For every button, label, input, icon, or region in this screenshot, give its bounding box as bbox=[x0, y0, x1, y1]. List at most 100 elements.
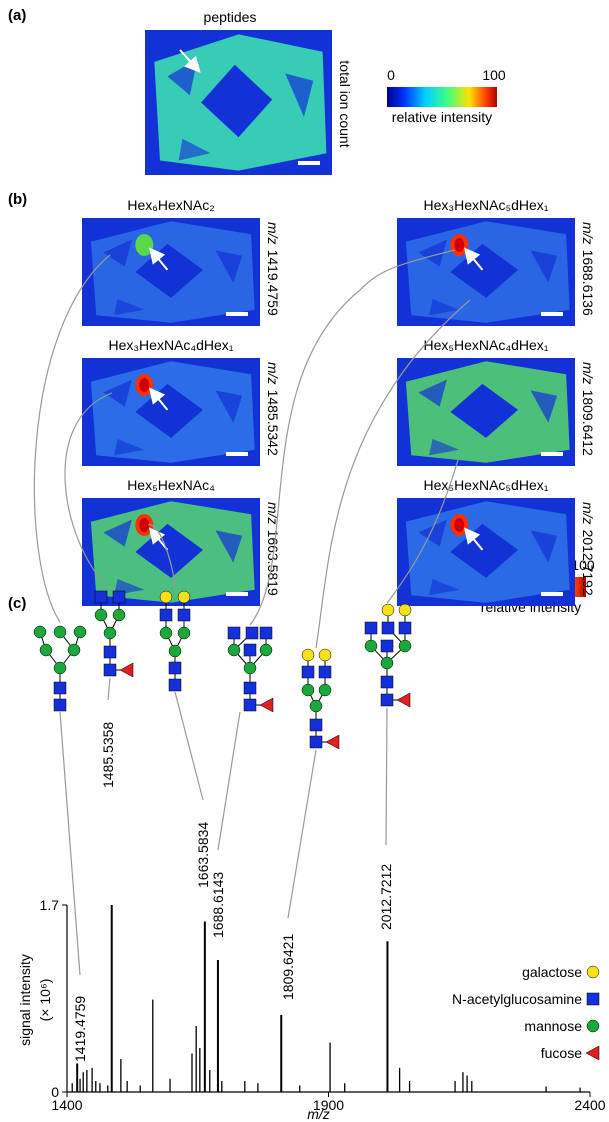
y-axis-label: (× 10⁶) bbox=[37, 979, 53, 1022]
glycan-residue bbox=[160, 627, 172, 639]
glycan-residue bbox=[381, 694, 393, 706]
mz-value: 2012.7192 bbox=[580, 530, 596, 596]
panel-label: (c) bbox=[8, 595, 26, 612]
glycan-residue bbox=[260, 644, 272, 656]
leader-line bbox=[175, 692, 203, 800]
glycan-residue bbox=[326, 735, 339, 749]
legend-symbol bbox=[587, 993, 599, 1005]
colorbar-tick-label: 100 bbox=[482, 67, 506, 83]
image-title: Hex₅HexNAc₄dHex₁ bbox=[423, 337, 548, 353]
glycan-residue bbox=[54, 682, 66, 694]
colorbar bbox=[387, 87, 497, 107]
peak-label: 1809.6421 bbox=[280, 934, 296, 1000]
panel-label: (a) bbox=[8, 7, 26, 24]
hotspot-core bbox=[454, 518, 464, 532]
scale-bar bbox=[226, 312, 248, 316]
peak-label: 1419.4759 bbox=[72, 996, 88, 1062]
glycan-residue bbox=[302, 666, 314, 678]
mz-prefix: m/z bbox=[265, 362, 281, 385]
glycan-residue bbox=[397, 693, 410, 707]
glycan-residue bbox=[244, 644, 256, 656]
mz-value: 1419.4759 bbox=[265, 250, 281, 316]
glycan-residue bbox=[381, 676, 393, 688]
peak-label: 1688.6143 bbox=[210, 872, 226, 938]
mz-prefix: m/z bbox=[580, 502, 596, 525]
image-title: Hex₃HexNAc₅dHex₁ bbox=[424, 197, 549, 213]
scale-bar bbox=[541, 312, 563, 316]
glycan-residue bbox=[365, 640, 377, 652]
leader-line bbox=[386, 708, 387, 845]
glycan-residue bbox=[382, 604, 394, 616]
leader-line bbox=[108, 678, 110, 700]
legend-label: galactose bbox=[522, 964, 582, 980]
glycan-residue bbox=[104, 646, 116, 658]
glycan-residue bbox=[178, 609, 190, 621]
glycan-residue bbox=[120, 663, 133, 677]
glycan-residue bbox=[113, 609, 125, 621]
glycan-residue bbox=[319, 684, 331, 696]
glycan-residue bbox=[54, 699, 66, 711]
glycan-residue bbox=[382, 622, 394, 634]
glycan-residue bbox=[95, 609, 107, 621]
x-tick-label: 2400 bbox=[574, 1097, 605, 1113]
legend-symbol bbox=[587, 966, 599, 978]
mz-label: m/z1663.5819 bbox=[265, 502, 281, 596]
glycan-residue bbox=[310, 736, 322, 748]
glycan-residue bbox=[399, 640, 411, 652]
peak-label: 2012.7212 bbox=[378, 864, 394, 930]
glycan-residue bbox=[381, 640, 393, 652]
glycan-residue bbox=[260, 698, 273, 712]
image-title: Hex₆HexNAc₂ bbox=[127, 197, 214, 213]
glycan-residue bbox=[244, 662, 256, 674]
hotspot-core bbox=[139, 378, 149, 392]
mz-label: m/z 1419.4759 bbox=[265, 222, 281, 316]
mz-label: m/z1809.6412 bbox=[580, 362, 596, 456]
leader-line bbox=[218, 712, 240, 850]
mz-label: m/z1688.6136 bbox=[580, 222, 596, 316]
glycan-residue bbox=[178, 591, 190, 603]
y-tick-label: 1.7 bbox=[40, 897, 60, 913]
glycan-residue bbox=[319, 649, 331, 661]
peak-label: 1485.5358 bbox=[100, 722, 116, 788]
glycan-residue bbox=[260, 627, 272, 639]
glycan-residue bbox=[244, 682, 256, 694]
glycan-residue bbox=[399, 622, 411, 634]
glycan-residue bbox=[169, 645, 181, 657]
glycan-residue bbox=[169, 679, 181, 691]
legend-label: mannose bbox=[524, 1018, 582, 1034]
leader-line bbox=[60, 712, 80, 975]
mz-label: m/z1485.5342 bbox=[265, 362, 281, 456]
scale-bar bbox=[541, 592, 563, 596]
glycan-residue bbox=[104, 664, 116, 676]
glycan-residue bbox=[54, 626, 66, 638]
glycan-residue bbox=[34, 626, 46, 638]
mz-label: m/z 2012.7192 bbox=[580, 502, 596, 596]
glycan-residue bbox=[228, 627, 240, 639]
image-title: Hex₅HexNAc₅dHex₁ bbox=[424, 477, 549, 493]
glycan-residue bbox=[310, 700, 322, 712]
glycan-residue bbox=[319, 666, 331, 678]
colorbar-tick-label: 0 bbox=[387, 67, 395, 83]
glycan-residue bbox=[113, 591, 125, 603]
glycan-residue bbox=[399, 604, 411, 616]
mz-prefix: m/z bbox=[580, 362, 596, 385]
glycan-residue bbox=[302, 649, 314, 661]
glycan-residue bbox=[381, 657, 393, 669]
scale-bar bbox=[226, 592, 248, 596]
glycan-residue bbox=[160, 591, 172, 603]
leader-line bbox=[288, 750, 316, 918]
glycan-residue bbox=[68, 644, 80, 656]
glycan-residue bbox=[54, 662, 66, 674]
glycan-residue bbox=[244, 699, 256, 711]
glycan-residue bbox=[169, 662, 181, 674]
glycan-residue bbox=[40, 644, 52, 656]
legend-symbol bbox=[586, 1046, 599, 1060]
glycan-residue bbox=[95, 591, 107, 603]
glycan-residue bbox=[302, 684, 314, 696]
mz-prefix: m/z bbox=[265, 222, 281, 245]
x-tick-label: 1400 bbox=[51, 1097, 82, 1113]
mz-prefix: m/z bbox=[580, 222, 596, 245]
panel-label: (b) bbox=[8, 191, 27, 208]
scale-bar bbox=[298, 161, 320, 165]
peak-label: 1663.5834 bbox=[195, 822, 211, 888]
